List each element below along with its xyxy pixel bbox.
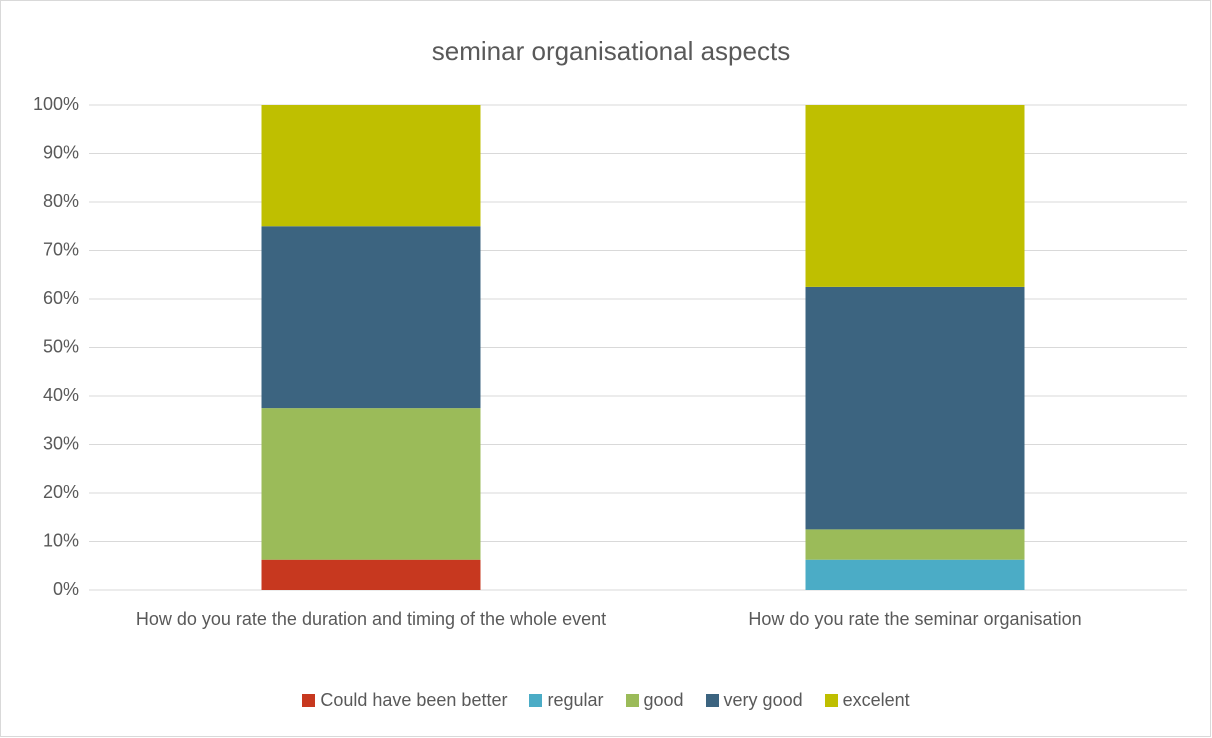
y-tick-label: 10% bbox=[43, 530, 79, 550]
legend-swatch bbox=[625, 694, 639, 707]
legend-label: very good bbox=[723, 690, 803, 710]
legend-swatch bbox=[705, 694, 719, 707]
bar-segment bbox=[805, 529, 1025, 560]
y-tick-label: 20% bbox=[43, 482, 79, 502]
y-tick-label: 80% bbox=[43, 191, 79, 211]
bar-segment bbox=[261, 559, 481, 590]
y-tick-label: 50% bbox=[43, 336, 79, 356]
y-tick-label: 60% bbox=[43, 288, 79, 308]
legend-item: regular bbox=[529, 690, 604, 711]
bar-segment bbox=[261, 105, 481, 227]
legend-item: good bbox=[625, 690, 684, 711]
bar-segment bbox=[805, 286, 1025, 530]
y-tick-label: 70% bbox=[43, 239, 79, 259]
y-tick-label: 100% bbox=[33, 94, 79, 114]
legend-swatch bbox=[824, 694, 838, 707]
x-tick-label: How do you rate the duration and timing … bbox=[135, 609, 607, 629]
bar-segment bbox=[805, 559, 1025, 590]
y-tick-label: 90% bbox=[43, 142, 79, 162]
legend-swatch bbox=[529, 694, 543, 707]
legend-item: Could have been better bbox=[302, 690, 507, 711]
legend-item: excelent bbox=[824, 690, 910, 711]
legend-swatch bbox=[302, 694, 316, 707]
bar-segment bbox=[805, 105, 1025, 287]
x-tick-label: How do you rate the seminar organisation bbox=[748, 609, 1082, 629]
legend-label: excelent bbox=[842, 690, 910, 710]
legend: Could have been better regular good very go… bbox=[0, 690, 1212, 711]
legend-item: very good bbox=[705, 690, 803, 711]
y-tick-label: 0% bbox=[53, 579, 79, 599]
legend-label: Could have been better bbox=[320, 690, 508, 710]
bar-segment bbox=[261, 408, 481, 560]
chart-title: seminar organisational aspects bbox=[432, 36, 790, 66]
legend-label: good bbox=[643, 690, 684, 710]
y-tick-label: 40% bbox=[43, 385, 79, 405]
y-tick-label: 30% bbox=[43, 433, 79, 453]
bar-segment bbox=[261, 226, 481, 409]
legend-label: regular bbox=[547, 690, 604, 710]
